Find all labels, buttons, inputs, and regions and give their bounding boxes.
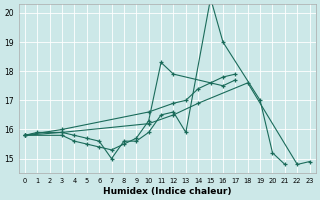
X-axis label: Humidex (Indice chaleur): Humidex (Indice chaleur) <box>103 187 231 196</box>
